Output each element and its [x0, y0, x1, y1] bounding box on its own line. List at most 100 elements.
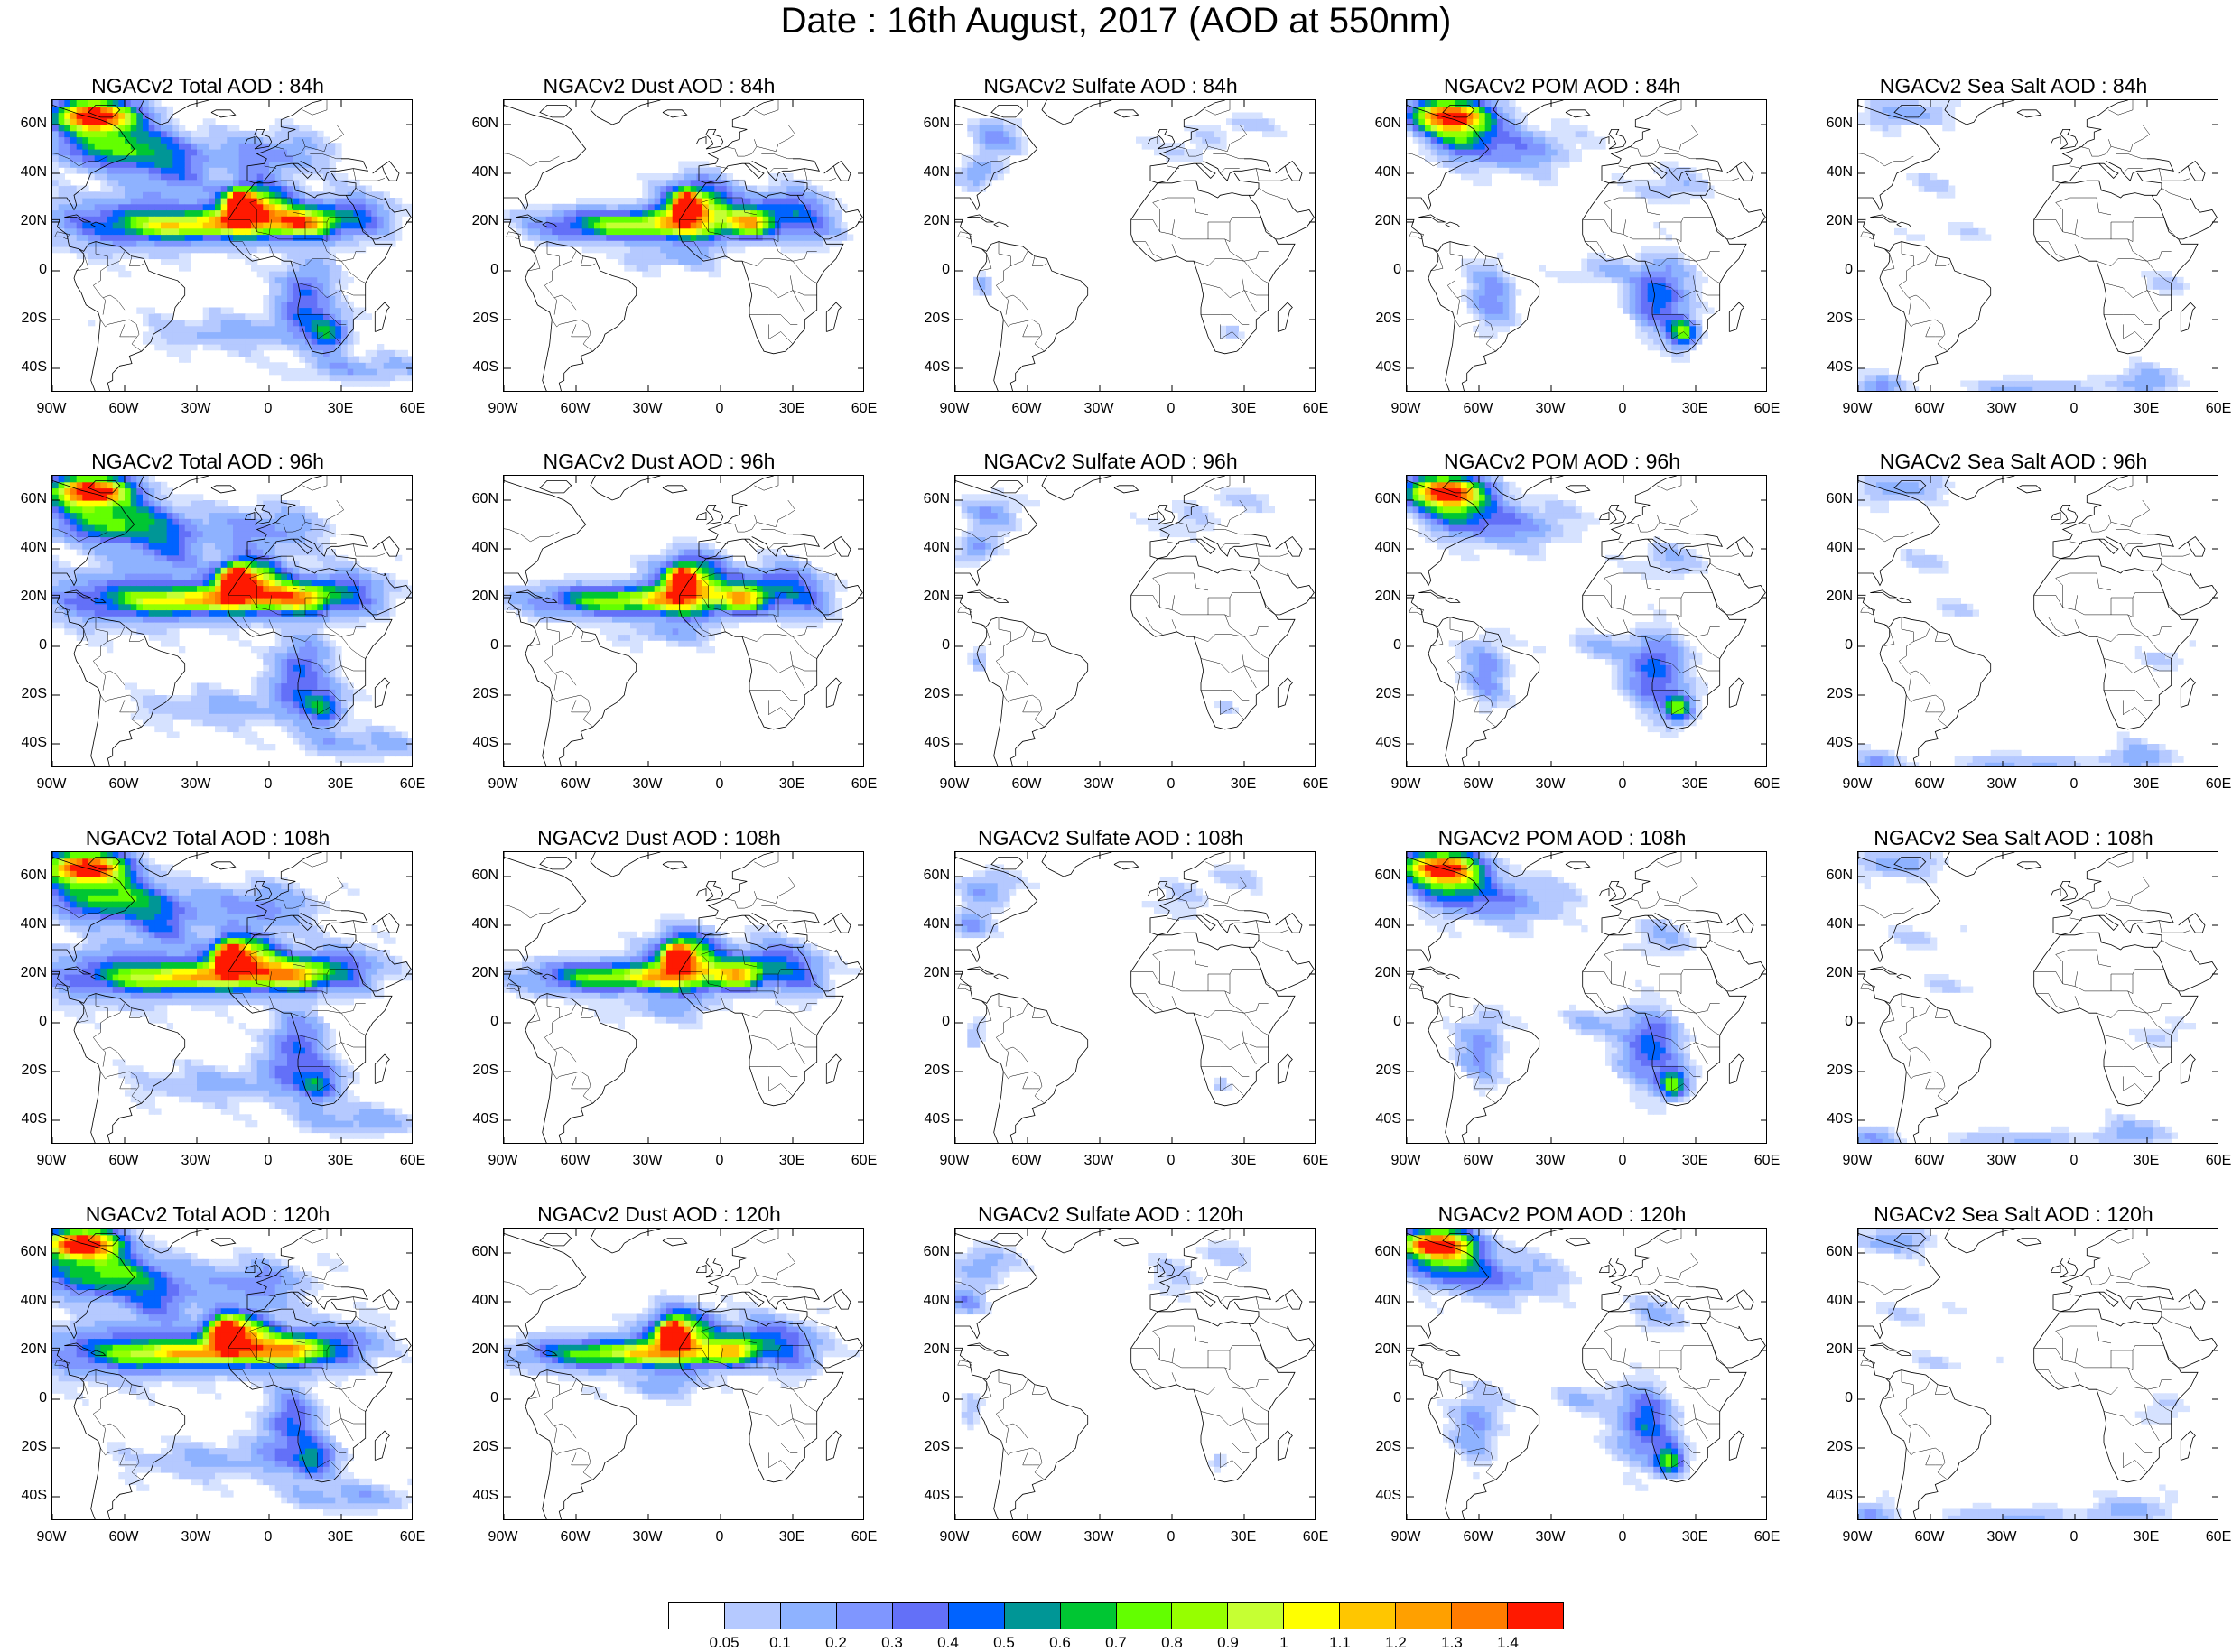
aod-cell	[534, 228, 540, 235]
aod-cell	[588, 246, 594, 253]
aod-cell	[185, 695, 191, 701]
aod-cell	[323, 216, 330, 222]
aod-cell	[804, 198, 811, 204]
aod-cell	[727, 240, 733, 246]
aod-cell	[1497, 308, 1503, 314]
aod-cell	[221, 713, 228, 719]
aod-cell	[263, 744, 269, 750]
aod-cell	[77, 598, 83, 604]
aod-cell	[576, 198, 582, 204]
aod-cell	[59, 180, 65, 186]
aod-cell	[1527, 143, 1533, 149]
aod-cell	[263, 689, 269, 695]
aod-cell	[107, 537, 113, 543]
aod-cell	[191, 137, 197, 144]
aod-cell	[227, 701, 233, 708]
aod-cell	[305, 265, 312, 271]
aod-cell	[366, 313, 372, 320]
aod-cell	[2153, 386, 2160, 392]
aod-cell	[95, 573, 101, 580]
aod-cell	[179, 338, 185, 344]
aod-cell	[637, 204, 643, 210]
aod-field-map	[1407, 100, 1767, 392]
aod-cell	[1569, 131, 1576, 137]
aod-cell	[2057, 381, 2063, 387]
aod-cell	[185, 204, 191, 210]
aod-cell	[1497, 167, 1503, 173]
aod-cell	[750, 235, 757, 241]
aod-cell	[678, 167, 684, 173]
aod-cell	[100, 113, 107, 119]
x-tick-label: 30W	[1979, 401, 2024, 417]
aod-cell	[125, 616, 131, 622]
aod-cell	[167, 610, 173, 617]
aod-cell	[1521, 137, 1528, 144]
aod-cell	[1666, 320, 1672, 326]
aod-cell	[1497, 277, 1503, 283]
aod-cell	[88, 567, 95, 573]
aod-cell	[1576, 131, 1582, 137]
aod-cell	[257, 573, 264, 580]
aod-cell	[167, 713, 173, 719]
aod-cell	[59, 210, 65, 217]
aod-cell	[1865, 100, 1871, 107]
aod-cell	[197, 543, 203, 549]
aod-cell	[154, 628, 161, 635]
aod-cell	[221, 524, 228, 531]
aod-cell	[540, 204, 546, 210]
aod-cell	[305, 222, 312, 228]
aod-cell	[239, 173, 246, 180]
aod-cell	[70, 100, 77, 107]
aod-cell	[179, 204, 185, 210]
aod-cell	[377, 344, 384, 350]
aod-cell	[154, 567, 161, 573]
aod-cell	[64, 494, 70, 500]
aod-cell	[100, 228, 107, 235]
aod-cell	[299, 338, 305, 344]
aod-cell	[95, 143, 101, 149]
aod-cell	[281, 131, 287, 137]
aod-cell	[1413, 100, 1419, 107]
aod-cell	[305, 240, 312, 246]
aod-cell	[281, 204, 287, 210]
aod-cell	[1539, 167, 1546, 173]
aod-cell	[1467, 149, 1474, 155]
aod-cell	[1865, 381, 1871, 387]
aod-cell	[973, 186, 980, 192]
aod-cell	[1635, 277, 1641, 283]
aod-cell	[1485, 155, 1492, 162]
aod-cell	[1581, 125, 1587, 131]
aod-cell	[269, 162, 275, 168]
aod-cell	[161, 167, 167, 173]
aod-cell	[330, 277, 336, 283]
aod-cell	[185, 149, 191, 155]
aod-cell	[312, 259, 318, 265]
aod-cell	[143, 167, 149, 173]
aod-cell	[125, 180, 131, 186]
aod-cell	[125, 113, 131, 119]
aod-cell	[348, 277, 354, 283]
aod-cell	[88, 524, 95, 531]
aod-cell	[696, 191, 702, 198]
aod-cell	[637, 259, 643, 265]
aod-cell	[980, 271, 986, 277]
aod-cell	[684, 186, 691, 192]
coastline	[591, 100, 660, 125]
aod-cell	[648, 191, 655, 198]
aod-cell	[172, 173, 179, 180]
aod-cell	[1653, 180, 1660, 186]
aod-cell	[263, 683, 269, 690]
aod-cell	[335, 198, 341, 204]
aod-cell	[2129, 368, 2135, 375]
aod-cell	[727, 210, 733, 217]
aod-cell	[179, 713, 185, 719]
aod-cell	[136, 555, 143, 561]
aod-cell	[1630, 271, 1636, 277]
aod-cell	[143, 537, 149, 543]
aod-cell	[161, 246, 167, 253]
y-tick-label: 0	[907, 262, 950, 278]
aod-cell	[637, 210, 643, 217]
aod-cell	[377, 362, 384, 368]
aod-cell	[136, 567, 143, 573]
